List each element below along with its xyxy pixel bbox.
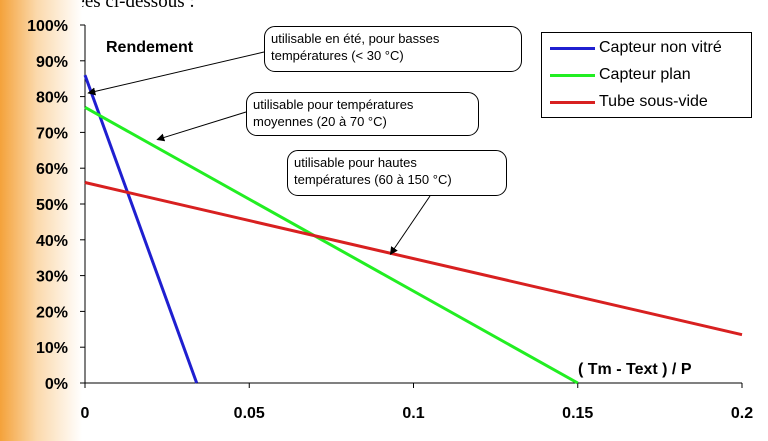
y-tick-label: 80% — [36, 90, 68, 107]
y-tick-label: 20% — [36, 304, 68, 321]
legend-swatch — [550, 73, 595, 77]
legend-swatch — [550, 100, 595, 104]
annotation-line: moyennes (20 à 70 °C) — [253, 114, 387, 129]
annotation-medium-temp: utilisable pour températures moyennes (2… — [246, 92, 479, 136]
legend-item-capteur-plan: Capteur plan — [550, 64, 691, 86]
y-tick-label: 10% — [36, 340, 68, 357]
x-tick-label: 0.15 — [562, 405, 593, 422]
x-axis-label: ( Tm - Text ) / P — [578, 361, 692, 378]
legend-label: Capteur plan — [599, 66, 691, 83]
y-axis-label: Rendement — [106, 39, 194, 56]
y-tick-label: 30% — [36, 269, 68, 286]
x-tick-label: 0 — [81, 405, 90, 422]
y-tick-label: 50% — [36, 197, 68, 214]
series-line-3 — [84, 181, 743, 337]
annotation-arrow — [156, 111, 247, 142]
annotation-low-temp: utilisable en été, pour basses températu… — [264, 26, 522, 72]
series-line-2 — [84, 106, 579, 385]
annotation-line: utilisable en été, pour basses — [271, 31, 440, 46]
legend-label: Tube sous-vide — [599, 93, 708, 110]
legend-swatch — [550, 46, 595, 50]
annotation-high-temp: utilisable pour hautes températures (60 … — [287, 150, 507, 196]
legend-item-tube-sous-vide: Tube sous-vide — [550, 91, 708, 113]
y-tick-label: 0% — [45, 376, 68, 393]
y-tick-label: 60% — [36, 161, 68, 178]
legend: Capteur non vitré Capteur plan Tube sous… — [541, 32, 752, 118]
annotation-line: utilisable pour températures — [253, 97, 414, 112]
x-tick-label: 0.2 — [731, 405, 753, 422]
legend-label: Capteur non vitré — [599, 39, 722, 56]
annotation-line: températures (60 à 150 °C) — [294, 172, 452, 187]
annotation-arrow — [87, 51, 265, 96]
y-tick-label: 90% — [36, 54, 68, 71]
y-tick-label: 40% — [36, 233, 68, 250]
y-tick-label: 100% — [27, 18, 68, 35]
annotation-line: températures (< 30 °C) — [271, 48, 404, 63]
left-gradient-band — [0, 0, 82, 441]
annotation-arrow — [389, 195, 431, 255]
y-tick-label: 70% — [36, 125, 68, 142]
series-line-1 — [83, 74, 199, 384]
x-tick-label: 0.05 — [234, 405, 265, 422]
annotation-line: utilisable pour hautes — [294, 155, 417, 170]
x-tick-label: 0.1 — [402, 405, 424, 422]
legend-item-capteur-non-vitre: Capteur non vitré — [550, 37, 722, 59]
